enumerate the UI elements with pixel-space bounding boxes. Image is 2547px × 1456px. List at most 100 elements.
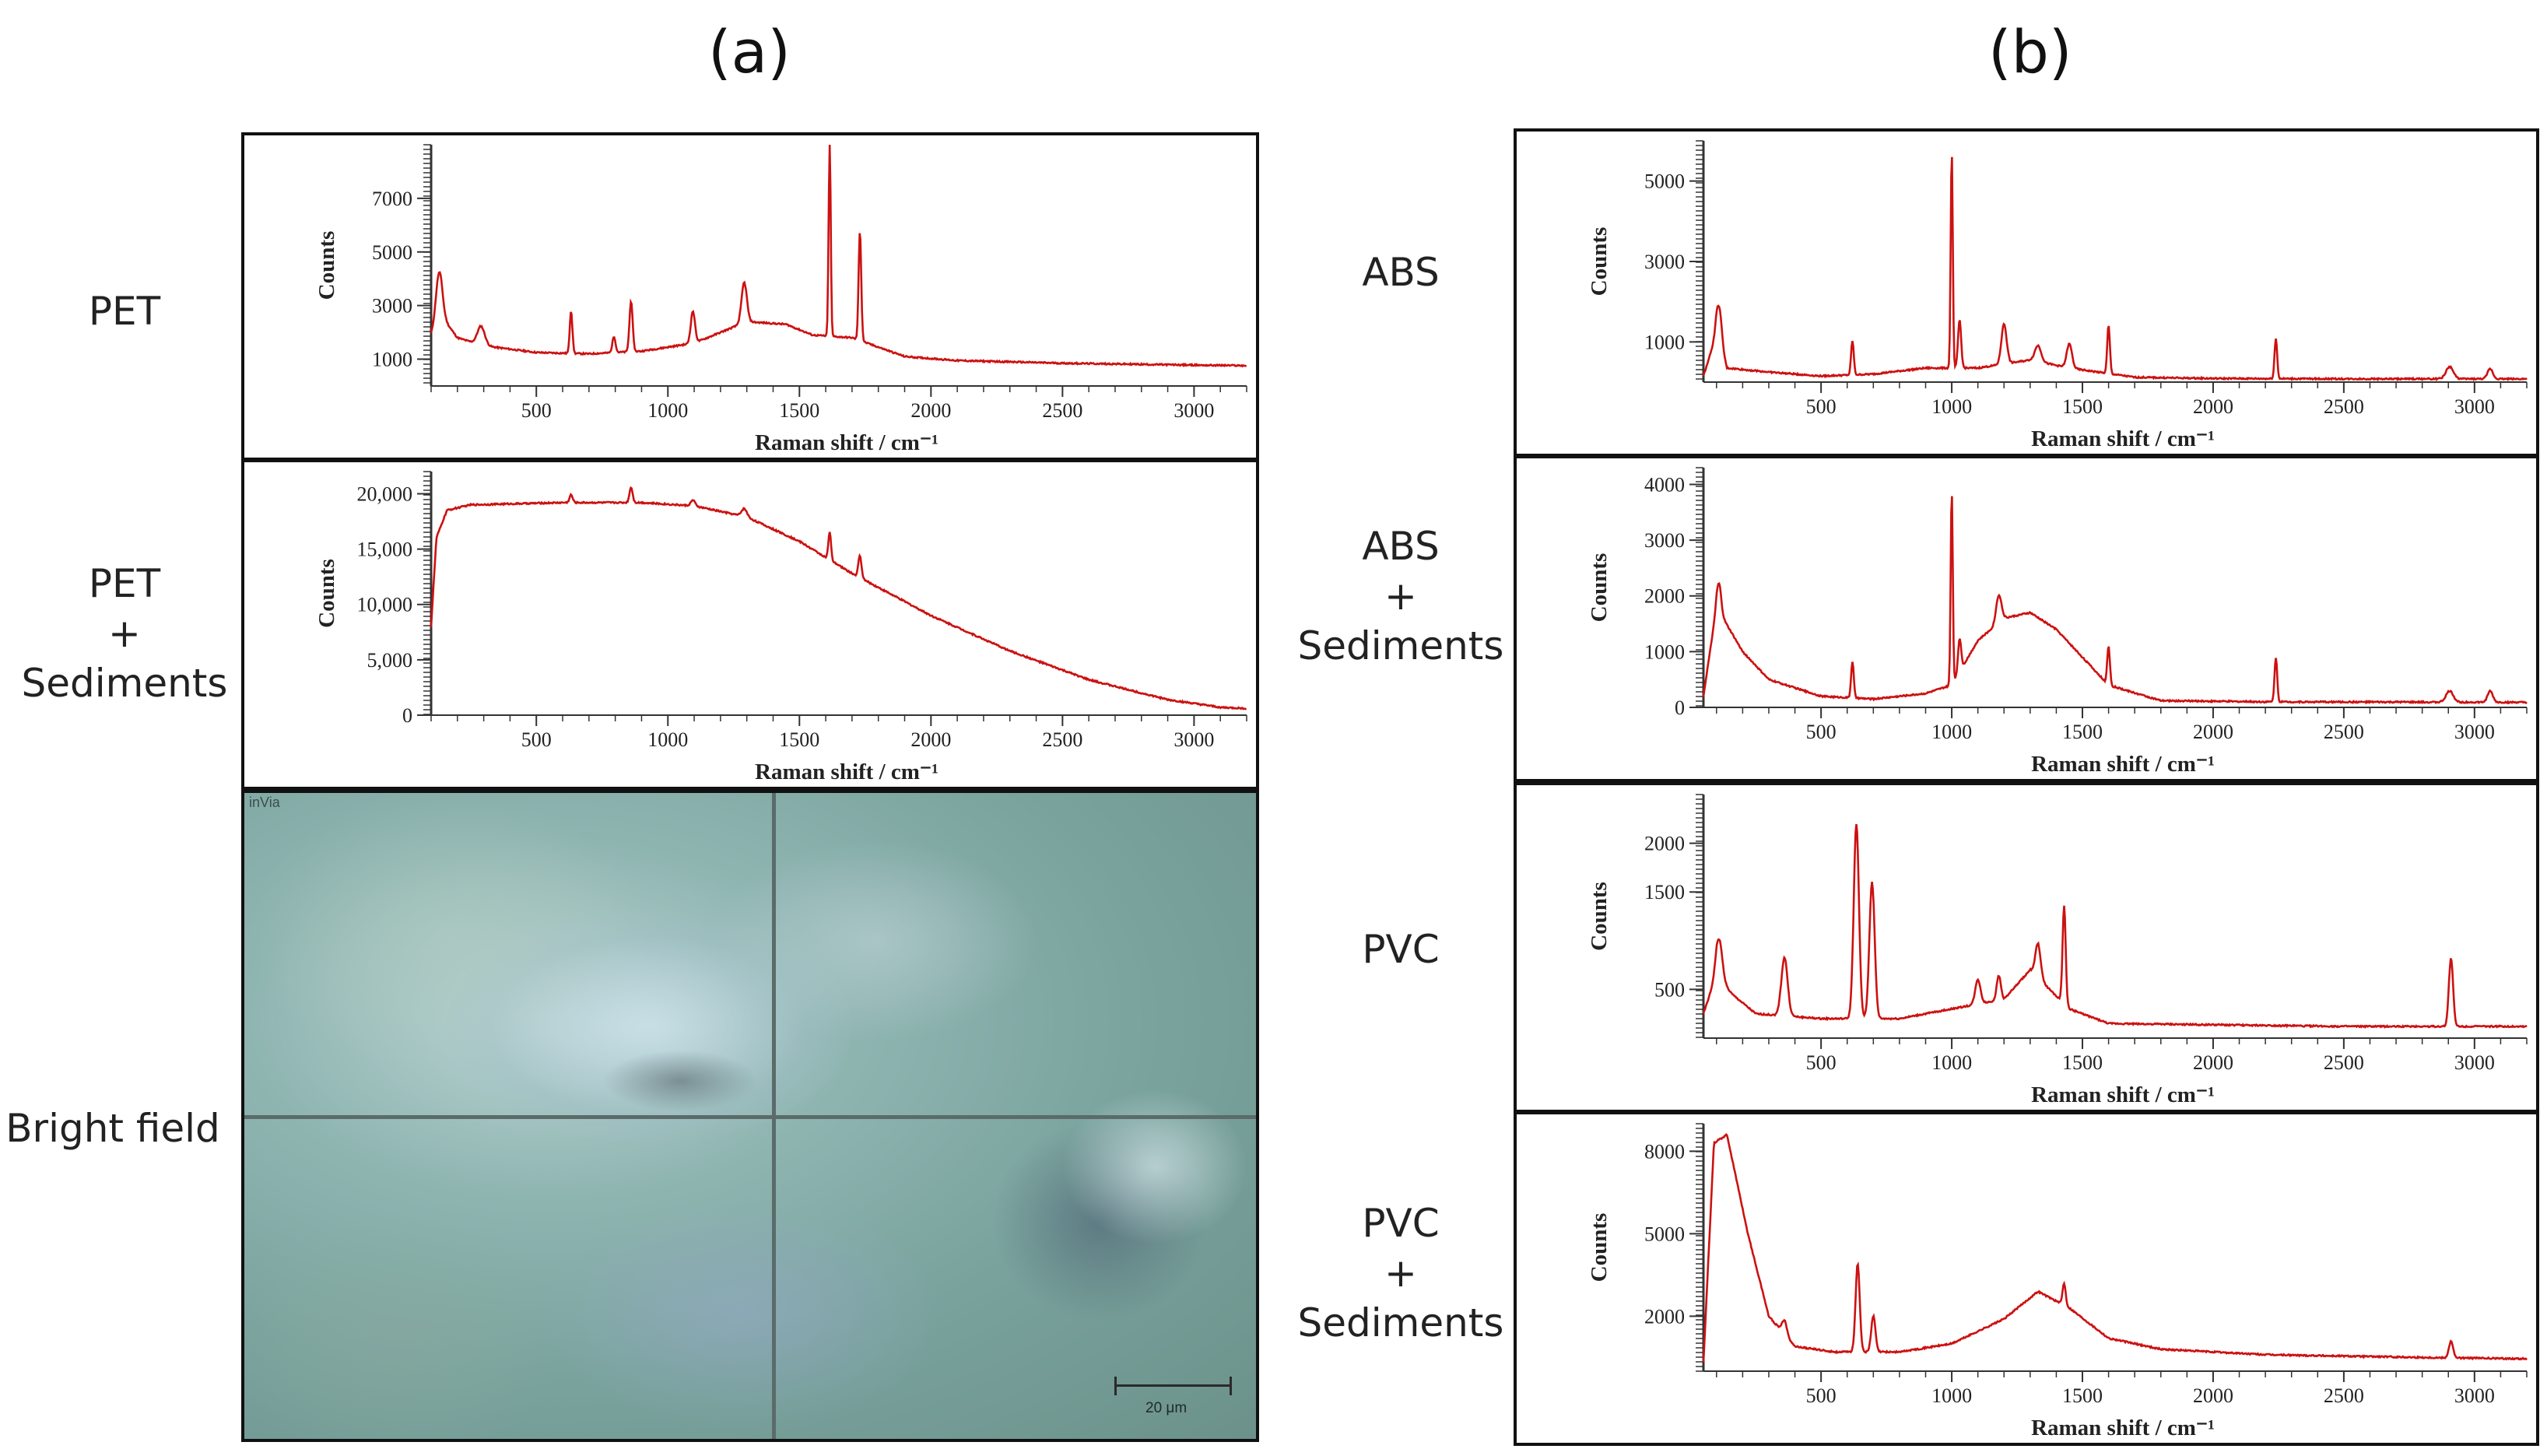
x-tick-label: 3000 xyxy=(2454,1051,2495,1074)
x-tick-label: 1500 xyxy=(2062,721,2103,743)
y-tick-label: 500 xyxy=(1654,978,1685,1001)
y-axis-title: Counts xyxy=(1587,1213,1612,1282)
x-tick-label: 1000 xyxy=(647,728,688,751)
spectrum-line xyxy=(430,144,1247,368)
x-tick-label: 500 xyxy=(1806,395,1837,418)
y-tick-label: 2000 xyxy=(1644,1305,1685,1328)
y-tick-label: 0 xyxy=(402,704,412,727)
y-tick-label: 1000 xyxy=(1644,640,1685,663)
texture-blob xyxy=(1061,1089,1248,1244)
y-axis-title: Counts xyxy=(1587,553,1612,623)
chart-svg: 500 1000 1500 2000 2500 3000 1000 3000 5000 Raman… xyxy=(1587,140,2528,451)
row-label-abs: ABS xyxy=(1362,250,1440,295)
panel-label-a: (a) xyxy=(708,17,791,86)
row-label-abs-sediments: ABS + Sediments xyxy=(1297,524,1504,668)
y-axis-title: Counts xyxy=(314,231,339,300)
x-tick-label: 2000 xyxy=(2193,395,2233,418)
x-tick-label: 3000 xyxy=(2454,721,2495,743)
chart-svg: 500 1000 1500 2000 2500 3000 500 1500 2000 Raman … xyxy=(1587,794,2528,1107)
x-axis-title: Raman shift / cm⁻¹ xyxy=(2031,426,2215,451)
x-tick-label: 500 xyxy=(1806,1384,1837,1407)
x-tick-label: 2500 xyxy=(1042,728,1082,751)
x-tick-label: 1000 xyxy=(1931,721,1972,743)
x-axis-title: Raman shift / cm⁻¹ xyxy=(755,430,938,455)
texture-blob xyxy=(244,793,649,1073)
chart-pvc-sediments: 500 1000 1500 2000 2500 3000 2000 5000 8000 Raman… xyxy=(1514,1111,2539,1446)
texture-blob xyxy=(711,840,1038,1042)
x-tick-label: 2000 xyxy=(2193,721,2233,743)
y-tick-label: 3000 xyxy=(1644,251,1685,273)
x-tick-label: 2500 xyxy=(2324,1051,2364,1074)
crosshair-horizontal xyxy=(244,1115,1256,1119)
y-axis-title: Counts xyxy=(1587,882,1612,951)
y-tick-label: 4000 xyxy=(1644,473,1685,496)
chart-pvc: 500 1000 1500 2000 2500 3000 500 1500 2000 Raman … xyxy=(1514,782,2539,1113)
row-label-pet: PET xyxy=(88,289,161,334)
x-tick-label: 1000 xyxy=(1931,395,1972,418)
x-tick-label: 2000 xyxy=(910,399,951,422)
chart-svg: 500 1000 1500 2000 2500 3000 1000 3000 5000 7000 R… xyxy=(314,144,1247,455)
scale-bar xyxy=(1114,1384,1231,1387)
y-tick-label: 1500 xyxy=(1644,881,1685,903)
spectrum-line xyxy=(1702,1133,2528,1363)
panel-label-b: (b) xyxy=(1988,17,2072,86)
x-tick-label: 2500 xyxy=(1042,399,1082,422)
y-tick-label: 8000 xyxy=(1644,1140,1685,1163)
x-axis-title: Raman shift / cm⁻¹ xyxy=(2031,1082,2215,1107)
chart-abs-sediments: 500 1000 1500 2000 2500 3000 0 1000 2000 3000 4000… xyxy=(1514,455,2539,782)
chart-svg: 500 1000 1500 2000 2500 3000 0 5,000 10,000 15,00… xyxy=(314,471,1247,784)
y-tick-label: 1000 xyxy=(372,349,412,371)
scale-bar-end-left xyxy=(1114,1377,1117,1395)
x-tick-label: 2000 xyxy=(910,728,951,751)
y-tick-label: 1000 xyxy=(1644,331,1685,353)
x-tick-label: 2500 xyxy=(2324,395,2364,418)
y-tick-label: 5000 xyxy=(1644,170,1685,193)
y-tick-label: 7000 xyxy=(372,188,412,210)
y-tick-label: 0 xyxy=(1675,696,1685,719)
x-tick-label: 1000 xyxy=(647,399,688,422)
x-tick-label: 500 xyxy=(521,728,552,751)
y-axis-title: Counts xyxy=(314,559,339,628)
y-tick-label: 5000 xyxy=(372,241,412,264)
x-tick-label: 2500 xyxy=(2324,1384,2364,1407)
chart-abs: 500 1000 1500 2000 2500 3000 1000 3000 5000 Raman… xyxy=(1514,128,2539,457)
bright-field-micrograph: inVia 20 μm xyxy=(241,790,1259,1442)
x-tick-label: 3000 xyxy=(1174,728,1214,751)
x-tick-label: 2000 xyxy=(2193,1051,2233,1074)
y-tick-label: 5,000 xyxy=(367,649,413,672)
x-tick-label: 3000 xyxy=(2454,395,2495,418)
row-label-bright-field: Bright field xyxy=(5,1106,220,1151)
chart-svg: 500 1000 1500 2000 2500 3000 2000 5000 8000 Raman… xyxy=(1587,1123,2528,1440)
spectrum-line xyxy=(1702,156,2528,382)
y-tick-label: 15,000 xyxy=(357,539,413,561)
spectrum-line xyxy=(1702,823,2528,1030)
scale-bar-end-right xyxy=(1230,1377,1232,1395)
x-tick-label: 3000 xyxy=(2454,1384,2495,1407)
x-tick-label: 2000 xyxy=(2193,1384,2233,1407)
row-label-pet-sediments: PET + Sediments xyxy=(21,561,228,706)
spectrum-line xyxy=(430,486,1247,710)
spectrum-line xyxy=(1702,496,2528,705)
y-tick-label: 20,000 xyxy=(357,482,413,505)
y-tick-label: 3000 xyxy=(1644,529,1685,552)
y-tick-label: 2000 xyxy=(1644,585,1685,608)
y-tick-label: 2000 xyxy=(1644,833,1685,855)
y-axis-title: Counts xyxy=(1587,227,1612,296)
x-tick-label: 1000 xyxy=(1931,1384,1972,1407)
x-tick-label: 1000 xyxy=(1931,1051,1972,1074)
x-tick-label: 500 xyxy=(1806,721,1837,743)
instrument-tag: inVia xyxy=(249,795,280,810)
chart-svg: 500 1000 1500 2000 2500 3000 0 1000 2000 3000 4000… xyxy=(1587,467,2528,777)
x-axis-title: Raman shift / cm⁻¹ xyxy=(755,760,938,784)
chart-pet-sediments: 500 1000 1500 2000 2500 3000 0 5,000 10,000 15,00… xyxy=(241,459,1259,790)
row-label-pvc-sediments: PVC + Sediments xyxy=(1297,1201,1504,1345)
y-tick-label: 3000 xyxy=(372,295,412,318)
row-label-pvc: PVC xyxy=(1362,927,1440,972)
x-tick-label: 500 xyxy=(521,399,552,422)
x-tick-label: 500 xyxy=(1806,1051,1837,1074)
x-tick-label: 1500 xyxy=(2062,395,2103,418)
x-tick-label: 1500 xyxy=(779,728,819,751)
x-tick-label: 1500 xyxy=(779,399,819,422)
scale-bar-label: 20 μm xyxy=(1145,1400,1188,1416)
chart-pet: 500 1000 1500 2000 2500 3000 1000 3000 5000 7000 R… xyxy=(241,132,1259,461)
